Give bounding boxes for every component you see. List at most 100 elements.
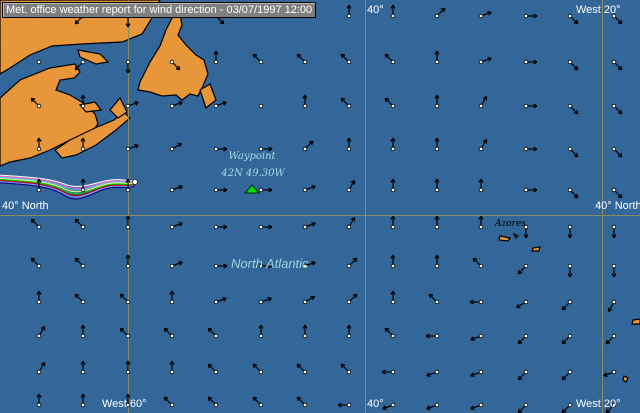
wind-arrow (567, 146, 579, 158)
wind-arrow (80, 393, 86, 408)
wind-arrow (346, 293, 358, 305)
wind-arrow (169, 142, 183, 152)
wind-arrow (515, 299, 529, 309)
wind-arrow (252, 53, 264, 65)
wind-arrow (478, 215, 484, 230)
wind-arrow (390, 215, 396, 230)
wind-arrow (434, 178, 440, 193)
label-top-west20: West 20° (576, 4, 621, 16)
wind-arrow (567, 103, 579, 115)
wind-arrow (561, 333, 573, 345)
wind-arrow (567, 263, 573, 278)
wind-arrow (36, 325, 46, 339)
wind-arrow (478, 56, 492, 65)
wind-arrow (302, 221, 316, 230)
wind-arrow (390, 4, 396, 19)
wind-arrow (611, 263, 617, 278)
wind-arrow (258, 296, 272, 305)
wind-arrow (434, 7, 446, 19)
wind-arrow (207, 396, 219, 408)
island-label: Azores (495, 219, 526, 229)
wind-arrow (426, 369, 440, 378)
label-bottom-40: 40° (367, 398, 384, 410)
wind-arrow (302, 94, 308, 109)
wind-arrow (169, 221, 183, 230)
wind-arrow (425, 333, 440, 339)
wind-arrow (384, 327, 396, 339)
wind-arrow (36, 59, 42, 65)
land-masses (0, 0, 640, 383)
wind-arrow (390, 178, 396, 193)
track-line (0, 180, 136, 196)
wind-arrow (434, 94, 440, 109)
wind-arrow (302, 324, 308, 339)
wind-arrow (119, 293, 131, 305)
wind-arrow (384, 97, 396, 109)
wind-arrow (74, 293, 86, 305)
wind-arrow (611, 59, 623, 71)
wind-arrow (258, 263, 273, 269)
wind-arrow (125, 59, 131, 74)
wind-arrow (30, 97, 42, 109)
wind-arrow (213, 187, 228, 193)
wind-arrow (523, 103, 538, 109)
wind-arrow (36, 393, 42, 408)
wind-arrow (605, 333, 617, 345)
wind-arrow (470, 369, 484, 378)
wind-arrow (469, 299, 484, 305)
land-azores-4 (631, 318, 640, 325)
wind-arrow (213, 146, 228, 152)
wind-arrow (346, 257, 358, 269)
wind-arrow (80, 94, 86, 109)
wind-arrow (30, 218, 42, 230)
wind-arrow (74, 257, 86, 269)
wind-arrow (296, 53, 308, 65)
wind-arrow (169, 360, 175, 375)
wind-arrow (302, 140, 314, 152)
wind-arrow (567, 224, 573, 239)
wind-arrow (567, 13, 579, 25)
wind-arrow (517, 369, 529, 381)
wind-arrow (340, 53, 352, 65)
land-azores-2 (512, 232, 520, 240)
wind-arrow (470, 333, 484, 342)
wind-arrow (603, 369, 617, 378)
wind-arrow (390, 137, 396, 152)
wind-arrow (125, 360, 131, 375)
wind-arrow (340, 97, 352, 109)
wind-arrow (74, 59, 86, 71)
wind-arrow (561, 369, 573, 381)
wind-arrow (258, 324, 264, 339)
wind-arrow (340, 363, 352, 375)
track-line (0, 174, 136, 187)
wind-arrow (611, 103, 623, 115)
wind-arrow (36, 137, 42, 152)
wind-arrow (125, 393, 131, 408)
wind-arrow (30, 257, 42, 269)
waypoint-marker-icon[interactable] (244, 184, 260, 194)
wind-arrow (207, 363, 219, 375)
wind-arrow (346, 179, 356, 193)
track-line (0, 179, 136, 195)
wind-arrow (346, 216, 356, 230)
label-bottom-west20: West 20° (576, 398, 621, 410)
land-azores-3 (531, 246, 541, 252)
wind-arrow (169, 100, 183, 109)
wind-arrow (80, 178, 86, 193)
wind-arrow (611, 13, 623, 25)
wind-arrow (434, 215, 440, 230)
wind-arrows (30, 4, 623, 413)
wind-arrow (258, 187, 273, 193)
land-newfoundland (137, 13, 209, 101)
wind-arrow (296, 396, 308, 408)
wind-arrow (169, 260, 183, 269)
wind-arrow (478, 95, 488, 109)
wind-arrow (125, 100, 139, 109)
track-end-marker (132, 179, 138, 185)
wind-arrow (258, 103, 264, 109)
wind-arrow (346, 324, 352, 339)
wind-arrow (80, 137, 86, 152)
wind-arrow (426, 402, 440, 411)
wind-arrow (561, 299, 573, 311)
